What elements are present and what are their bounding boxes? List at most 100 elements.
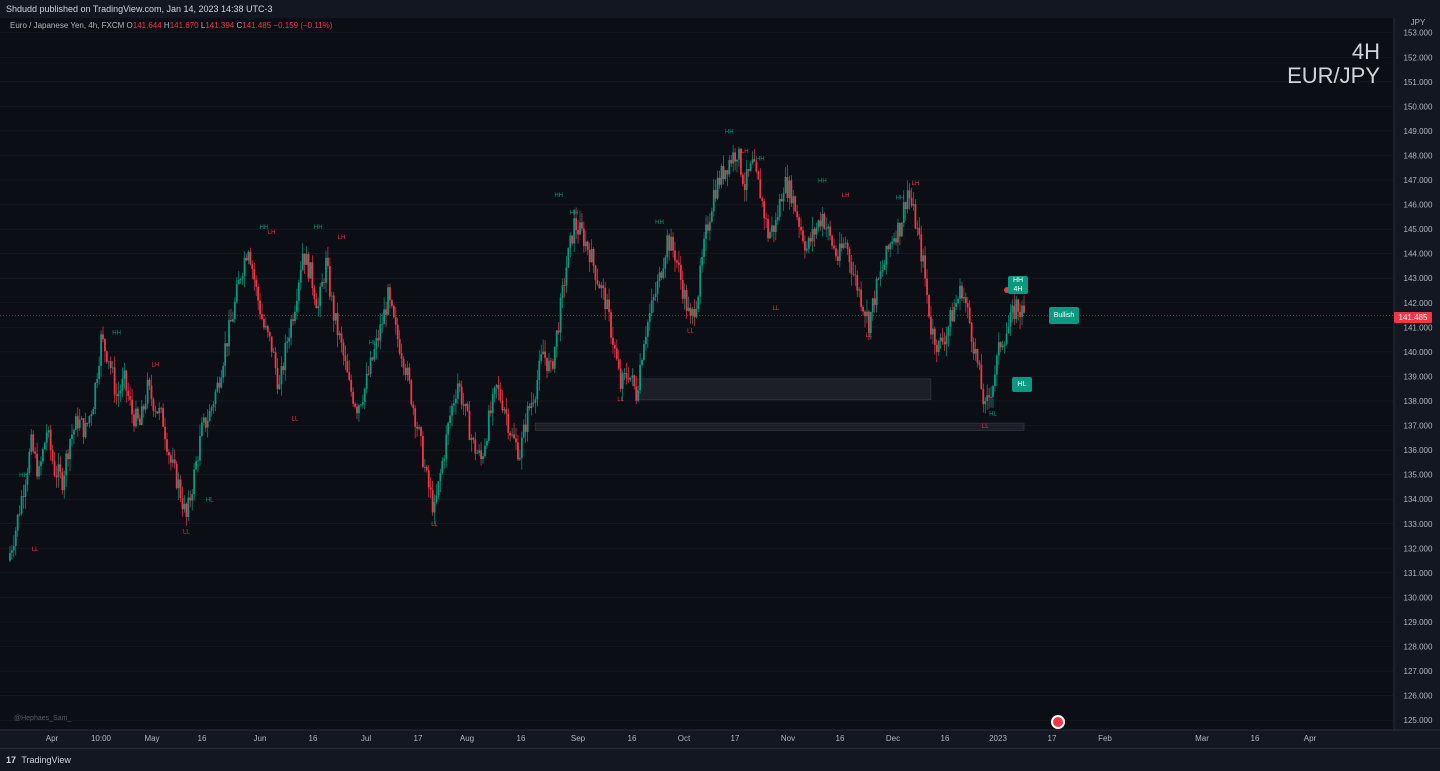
candle-body [736,159,738,162]
candle-body [84,423,87,438]
candle-body [966,303,969,308]
candle-body [563,285,566,286]
candle-body [1017,299,1020,312]
candle-body [848,248,851,263]
candle-body [957,298,959,303]
candle-body [982,389,985,405]
candle-body [623,373,626,374]
candle-body [447,423,450,435]
candle-body [480,450,482,459]
candle-body [652,297,655,301]
candle-body [745,169,748,190]
candle-body [346,361,349,373]
candle-body [168,451,170,456]
y-tick-label: 140.000 [1404,348,1433,357]
candle-body [697,296,700,309]
structure-label: LL [617,397,624,403]
candle-body [629,377,632,380]
candle-body [836,256,839,261]
y-tick-label: 153.000 [1404,29,1433,38]
candle-body [625,373,628,379]
candle-body [821,213,824,227]
candle-body [581,222,583,229]
hh-badge-text: HH [1012,277,1024,284]
candle-body [926,278,928,295]
candle-body [241,275,244,279]
candle-body [893,238,895,242]
candle-body [175,463,178,489]
price-chart[interactable]: 125.000 126.000 127.000 128.000 129.000 130.0… [0,18,1440,748]
x-tick-label: 16 [1251,734,1260,743]
candle-body [794,196,797,212]
x-tick-label: Apr [1304,734,1317,743]
candle-body [158,407,161,414]
candle-body [654,293,657,298]
structure-label: HH [756,156,765,162]
candle-body [658,272,661,282]
candle-body [914,204,917,229]
candle-body [319,286,322,307]
candle-body [22,496,25,497]
candle-body [117,393,120,397]
candle-body [761,198,764,201]
candle-body [528,406,531,409]
y-tick-label: 131.000 [1404,569,1433,578]
candle-body [908,190,911,198]
candle-body [65,453,68,476]
candle-body [670,236,673,251]
candle-body [633,375,636,387]
candle-body [195,461,197,470]
chart-area[interactable]: 125.000 126.000 127.000 128.000 129.000 130.0… [0,18,1440,748]
candle-body [548,360,550,372]
candle-body [451,405,453,416]
candle-body [1007,326,1010,334]
candle-body [714,189,717,199]
candle-body [520,437,523,458]
candle-body [220,377,223,388]
candle-body [90,414,93,416]
structure-zone [535,422,1025,431]
candle-body [278,384,281,389]
candle-body [524,424,527,432]
candle-body [261,314,263,320]
candle-body [759,179,762,199]
candle-body [468,410,471,440]
candle-body [218,382,221,388]
candle-body [765,218,768,220]
structure-label: HH [570,210,579,216]
candle-body [1009,312,1012,327]
candle-body [472,437,475,440]
candle-body [862,306,864,312]
candle-body [431,489,434,513]
candle-body [924,255,927,279]
candle-body [767,219,769,239]
watermark-timeframe: 4H [1351,39,1380,64]
candle-body [437,481,440,496]
candle-body [600,285,603,289]
y-tick-label: 128.000 [1404,643,1433,652]
candle-body [553,346,556,369]
candle-body [557,330,560,333]
candle-body [371,357,374,360]
structure-label: HH [725,129,734,135]
candle-body [185,503,188,517]
candle-body [280,366,283,385]
candle-body [819,220,822,227]
candle-body [980,364,983,390]
structure-label: LL [431,522,438,528]
symbol-legend: Euro / Japanese Yen, 4h, FXCM O141.644 H… [10,21,332,30]
candle-body [902,202,905,223]
structure-label: LH [152,363,160,369]
candle-body [394,317,397,325]
candle-body [918,227,921,235]
candle-body [348,372,351,380]
candle-body [608,299,610,313]
candle-body [441,460,444,473]
y-tick-label: 142.000 [1404,299,1433,308]
structure-label: HL [369,341,377,347]
candle-body [546,357,548,372]
candle-body [724,170,727,180]
candle-body [804,241,806,251]
candle-body [396,324,399,340]
candle-body [995,355,998,375]
